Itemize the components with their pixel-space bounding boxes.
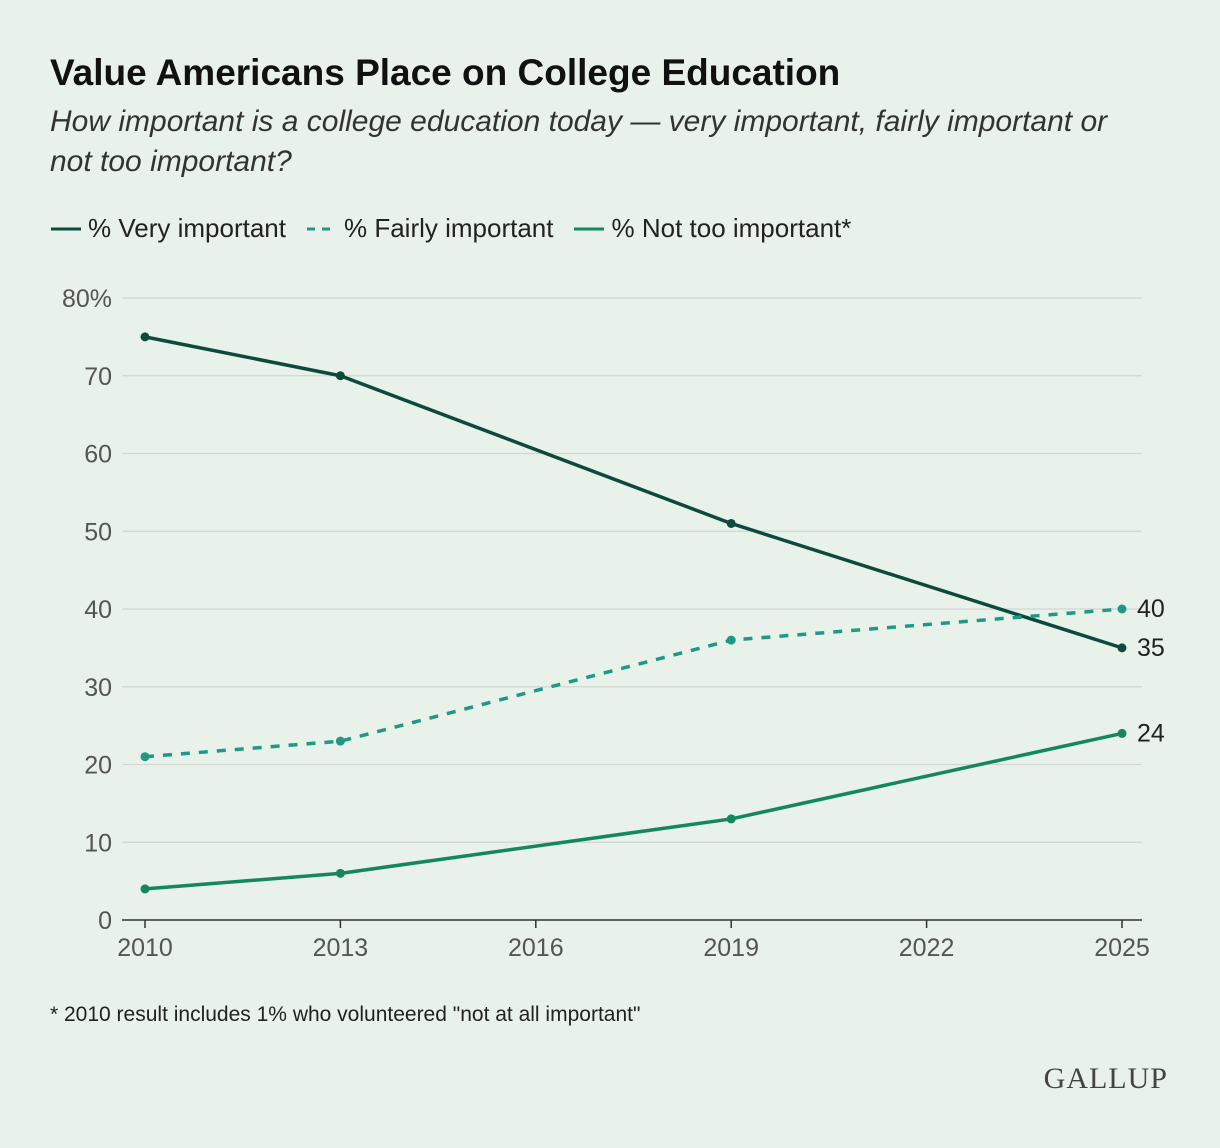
chart-subtitle: How important is a college education tod…	[50, 105, 1108, 178]
legend-swatch-not-too-important	[574, 227, 605, 230]
gallup-logo: GALLUP	[1043, 1062, 1168, 1095]
end-label-fairly-important: 40	[1137, 595, 1165, 623]
y-tick-label: 0	[98, 907, 112, 935]
chart-title: Value Americans Place on College Educati…	[50, 52, 841, 93]
data-point-not-too-important	[726, 814, 736, 824]
x-tick-label: 2025	[1094, 934, 1150, 962]
data-point-fairly-important	[1117, 604, 1127, 614]
legend-label-not-too-important: % Not too important*	[611, 213, 852, 243]
y-tick-label: 70	[84, 363, 112, 391]
series-line-very-important	[144, 335, 1123, 650]
data-point-very-important	[726, 518, 736, 528]
data-point-fairly-important	[140, 752, 150, 762]
y-tick-label: 30	[84, 674, 112, 702]
end-label-very-important: 35	[1137, 634, 1165, 662]
legend-label-very-important: % Very important	[88, 213, 286, 243]
end-label-not-too-important: 24	[1137, 719, 1165, 747]
data-point-fairly-important	[335, 736, 345, 746]
series-line-not-too-important	[144, 731, 1123, 891]
y-tick-label: 80%	[62, 285, 112, 313]
y-tick-label: 50	[84, 518, 112, 546]
data-point-not-too-important	[140, 884, 150, 894]
legend-item-not-too-important: % Not too important*	[573, 213, 851, 244]
legend-label-fairly-important: % Fairly important	[343, 213, 554, 243]
x-tick-label: 2010	[117, 934, 173, 962]
data-point-very-important	[140, 332, 150, 342]
x-tick-label: 2016	[508, 934, 564, 962]
legend-item-fairly-important: % Fairly important	[306, 213, 554, 244]
data-point-very-important	[335, 371, 345, 381]
legend-item-very-important: % Very important	[50, 213, 286, 244]
x-tick-label: 2019	[703, 934, 759, 962]
data-point-not-too-important	[1117, 728, 1127, 738]
y-tick-label: 20	[84, 752, 112, 780]
data-point-fairly-important	[726, 635, 736, 645]
footnote: * 2010 result includes 1% who volunteere…	[50, 1003, 641, 1026]
legend: % Very important % Fairly important % No…	[50, 213, 871, 244]
y-tick-label: 60	[84, 441, 112, 469]
x-tick-label: 2013	[313, 934, 369, 962]
y-tick-label: 40	[84, 596, 112, 624]
legend-swatch-fairly-important	[306, 227, 337, 230]
data-point-not-too-important	[335, 868, 345, 878]
legend-swatch-very-important	[51, 227, 81, 230]
x-tick-label: 2022	[899, 934, 955, 962]
y-tick-label: 10	[84, 829, 112, 857]
data-point-very-important	[1117, 643, 1127, 653]
series-line-fairly-important	[144, 607, 1123, 759]
